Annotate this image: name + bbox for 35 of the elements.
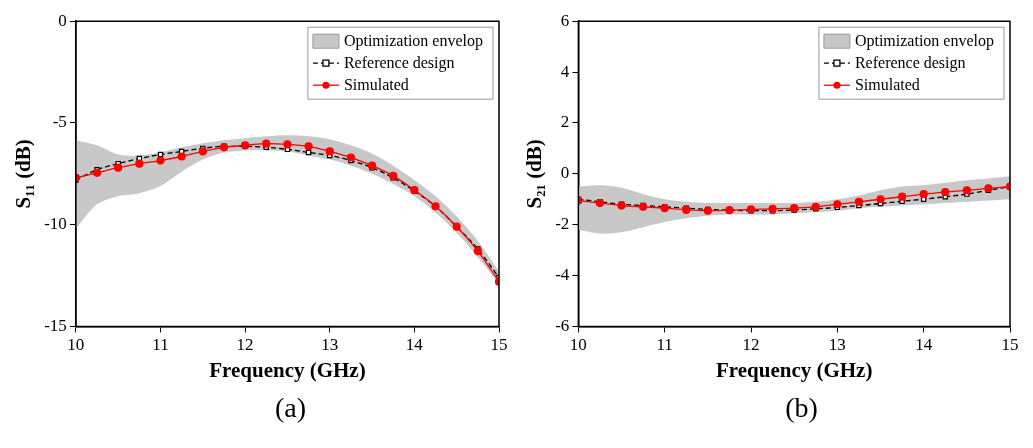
legend-label: Reference design <box>854 54 966 73</box>
legend-label: Simulated <box>343 76 409 94</box>
y-tick-label: -4 <box>555 265 570 284</box>
y-tick-label: -15 <box>44 315 67 335</box>
x-tick-label: 10 <box>569 335 587 355</box>
x-axis-title: Frequency (GHz) <box>715 357 873 382</box>
legend-label: Reference design <box>343 54 455 73</box>
text: (a) <box>273 392 307 424</box>
y-tick-label: 0 <box>58 10 67 30</box>
y-tick-label: -5 <box>52 112 67 132</box>
y-tick-label: -6 <box>555 315 570 335</box>
x-tick-label: 14 <box>915 335 933 355</box>
x-tick-label: 13 <box>828 335 846 355</box>
y-tick-label: -10 <box>44 214 67 234</box>
y-tick-label: 0 <box>560 163 570 183</box>
legend-label: Simulated <box>854 76 920 94</box>
x-tick-label: 10 <box>67 335 85 355</box>
x-tick-label: 12 <box>742 335 760 355</box>
y-axis-title: S₁₁ (dB) <box>11 139 36 209</box>
text: (b) <box>784 392 818 424</box>
y-tick-label: 2 <box>560 112 570 132</box>
x-tick-label: 15 <box>1001 335 1019 355</box>
y-tick-label: 4 <box>560 61 570 81</box>
y-tick-label: -2 <box>555 214 570 234</box>
x-tick-label: 11 <box>152 335 169 355</box>
x-tick-label: 12 <box>236 335 254 355</box>
x-tick-label: 14 <box>405 335 424 355</box>
legend-label: Optimization envelop <box>854 32 994 51</box>
x-tick-label: 15 <box>490 335 508 355</box>
y-tick-label: 6 <box>560 10 570 30</box>
legend-label: Optimization envelop <box>343 32 483 51</box>
y-axis-title: S₂₁ (dB) <box>522 139 547 209</box>
x-axis-title: Frequency (GHz) <box>209 357 366 382</box>
x-tick-label: 11 <box>656 335 673 355</box>
x-tick-label: 13 <box>321 335 339 355</box>
